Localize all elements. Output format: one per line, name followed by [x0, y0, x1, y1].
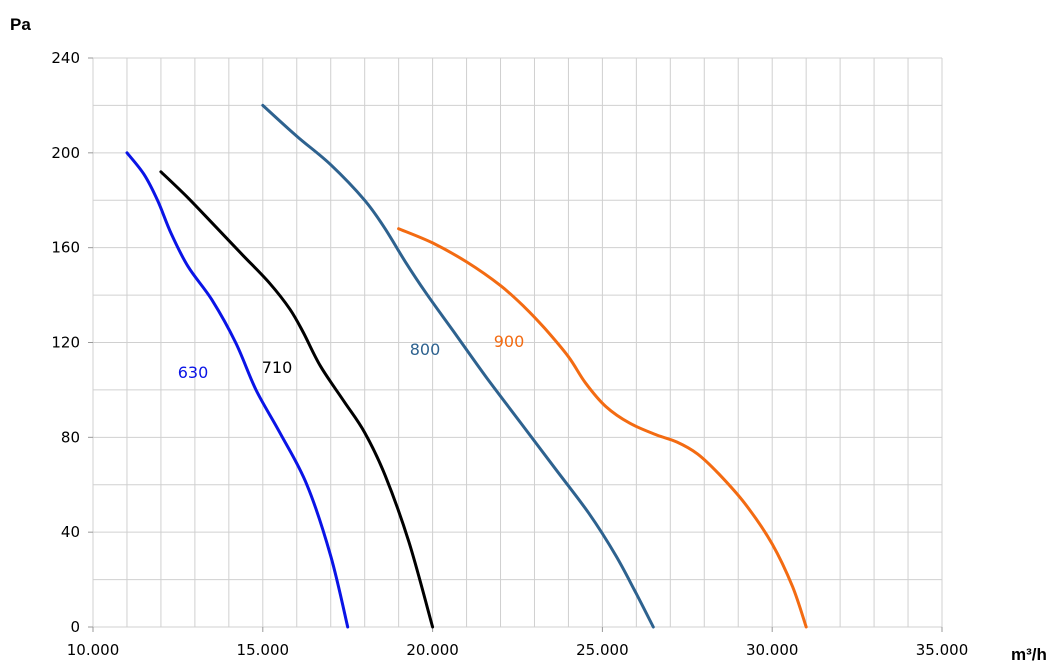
y-tick-label: 120: [51, 334, 80, 352]
x-tick-label: 10.000: [67, 641, 120, 659]
series-label-630: 630: [178, 363, 209, 382]
series-label-710: 710: [262, 358, 293, 377]
series-lines: [125, 103, 808, 629]
x-tick-label: 25.000: [576, 641, 629, 659]
series-line-800: [261, 103, 655, 629]
y-tick-label: 0: [70, 618, 80, 636]
series-line-900: [397, 227, 808, 629]
series-line-710: [159, 170, 435, 629]
y-tick-label: 80: [61, 428, 80, 446]
x-tick-label: 20.000: [406, 641, 459, 659]
y-tick-label: 40: [61, 523, 80, 541]
x-axis-label: m³/h: [1011, 645, 1047, 664]
y-tick-label: 160: [51, 239, 80, 257]
series-label-800: 800: [410, 340, 441, 359]
series-labels: 630 710 800 900: [178, 332, 525, 382]
x-tick-label: 35.000: [916, 641, 969, 659]
y-tick-label: 200: [51, 144, 80, 162]
series-line-630: [125, 151, 350, 629]
series-label-900: 900: [494, 332, 525, 351]
axes: 10.000 15.000 20.000 25.000 30.000 35.000 0 40 8…: [51, 49, 968, 659]
x-tick-label: 15.000: [237, 641, 290, 659]
x-tick-label: 30.000: [746, 641, 799, 659]
y-tick-label: 240: [51, 49, 80, 67]
y-axis-label: Pa: [10, 15, 31, 34]
grid: [92, 57, 943, 628]
